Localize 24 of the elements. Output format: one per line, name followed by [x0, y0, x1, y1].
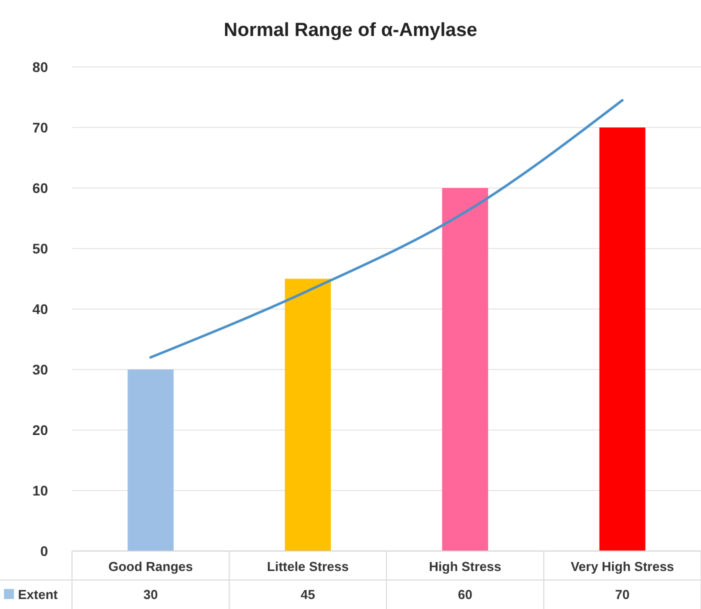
bar — [599, 128, 646, 551]
data-label: 70 — [615, 587, 630, 602]
y-tick-label: 10 — [32, 482, 48, 498]
bar — [442, 188, 488, 551]
bar — [128, 370, 174, 551]
y-tick-label: 0 — [40, 543, 48, 559]
y-tick-label: 60 — [32, 180, 48, 196]
legend-label: Extent — [18, 587, 58, 602]
x-tick-label: Very High Stress — [570, 559, 674, 574]
y-tick-label: 30 — [32, 362, 48, 378]
data-label: 45 — [300, 587, 316, 602]
line-series — [149, 99, 624, 359]
x-tick-label: Littele Stress — [267, 559, 349, 574]
chart-title: Normal Range of α-Amylase — [224, 20, 478, 41]
x-tick-label: High Stress — [429, 559, 502, 574]
y-tick-label: 80 — [32, 59, 48, 75]
y-tick-label: 20 — [32, 422, 48, 438]
x-tick-label: Good Ranges — [108, 559, 193, 574]
y-tick-label: 40 — [32, 301, 48, 317]
data-label: 60 — [458, 587, 472, 602]
y-tick-label: 50 — [32, 240, 48, 256]
data-label: 30 — [143, 587, 158, 602]
bar — [284, 278, 331, 551]
y-tick-label: 70 — [32, 120, 48, 136]
